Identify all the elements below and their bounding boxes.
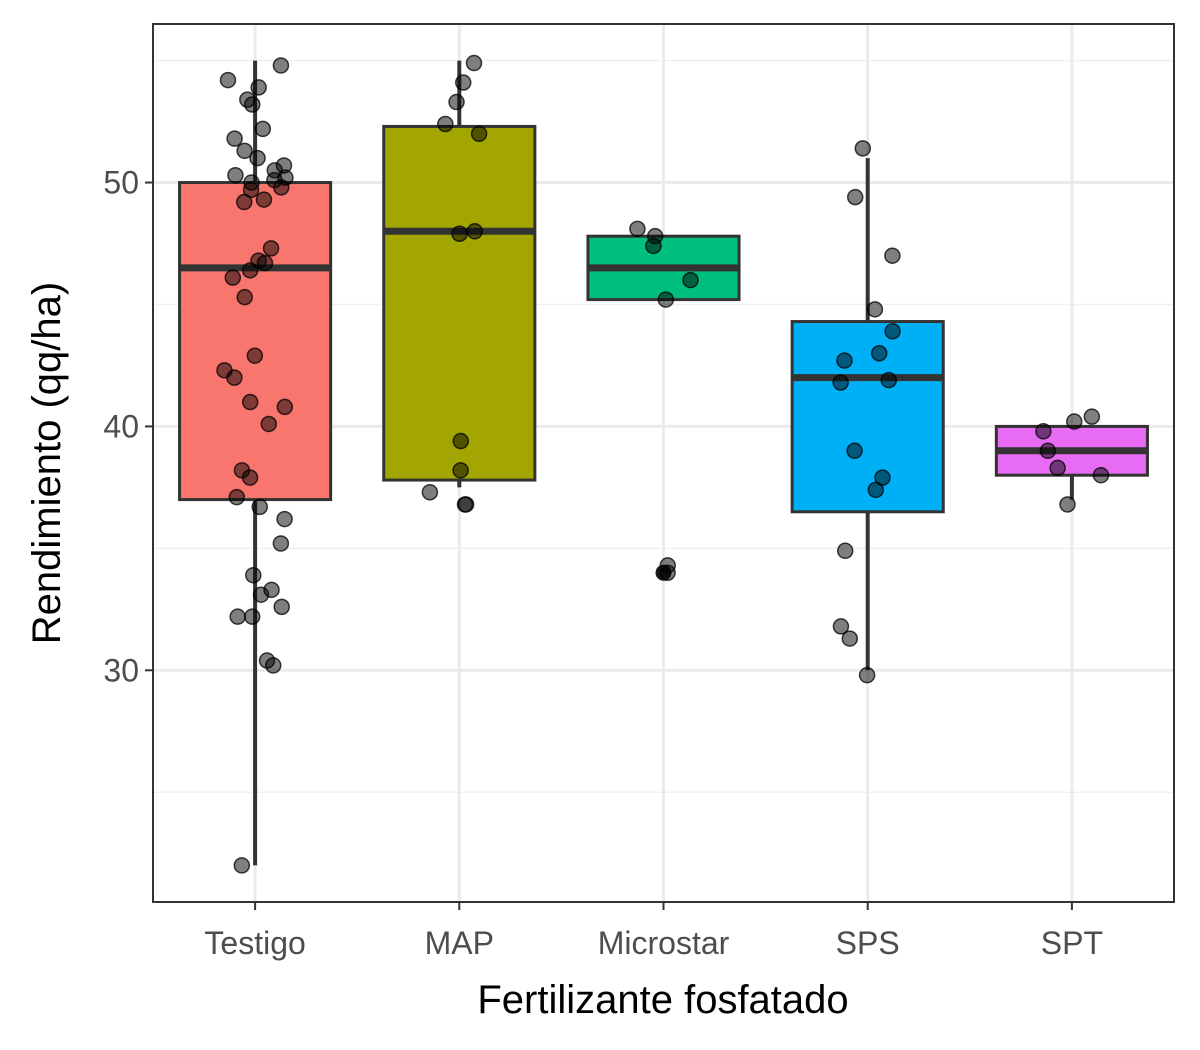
data-point xyxy=(836,542,854,560)
data-point xyxy=(264,657,282,674)
data-point xyxy=(260,415,278,433)
data-point xyxy=(236,142,253,160)
data-point xyxy=(235,193,253,211)
x-tick-label: Microstar xyxy=(598,925,730,961)
data-point xyxy=(841,630,859,647)
data-point xyxy=(272,535,290,552)
data-point xyxy=(241,262,259,279)
data-point xyxy=(858,666,876,684)
data-point xyxy=(233,857,251,874)
data-point xyxy=(219,71,237,89)
y-tick-label: 50 xyxy=(103,165,139,201)
data-point xyxy=(241,469,259,486)
x-tick-label: SPT xyxy=(1041,925,1103,961)
data-point xyxy=(832,374,849,391)
data-point xyxy=(1092,466,1110,484)
data-point xyxy=(256,254,274,272)
data-point xyxy=(262,240,280,257)
data-point xyxy=(451,225,468,242)
data-point xyxy=(244,96,261,113)
x-tick-label: SPS xyxy=(836,925,900,961)
data-point xyxy=(272,57,290,74)
data-point xyxy=(657,291,675,308)
data-point xyxy=(1039,442,1057,460)
data-point xyxy=(870,345,888,362)
data-point xyxy=(1083,408,1101,425)
data-point xyxy=(682,271,699,289)
data-point xyxy=(1035,423,1052,440)
data-point xyxy=(226,130,243,147)
data-point xyxy=(470,125,488,142)
boxes xyxy=(178,60,1149,866)
x-axis-title: Fertilizante fosfatado xyxy=(477,978,848,1022)
data-point xyxy=(1059,496,1076,513)
data-point xyxy=(245,566,262,584)
data-point xyxy=(437,115,454,133)
x-tick-label: MAP xyxy=(425,925,494,961)
data-point xyxy=(1049,459,1066,477)
data-point xyxy=(224,269,242,286)
data-point xyxy=(276,510,293,528)
data-point xyxy=(846,442,863,460)
axes: 30 40 50 Testigo MAP Microstar SPS SPT xyxy=(103,165,1103,961)
box-map xyxy=(382,124,537,482)
data-point xyxy=(466,223,484,240)
box-sps xyxy=(790,320,945,514)
data-point xyxy=(452,462,469,479)
data-point xyxy=(228,488,246,506)
data-point xyxy=(659,564,676,581)
data-point xyxy=(254,120,272,138)
data-point xyxy=(457,496,475,513)
data-point xyxy=(884,323,901,340)
data-point xyxy=(629,220,646,238)
data-point xyxy=(866,301,884,318)
data-point xyxy=(243,608,261,625)
data-point xyxy=(448,93,465,111)
y-tick-label: 40 xyxy=(103,408,139,444)
data-point xyxy=(421,484,439,501)
data-point xyxy=(645,237,662,255)
data-point xyxy=(836,352,853,369)
data-point xyxy=(452,432,469,450)
data-point xyxy=(252,586,270,603)
data-point xyxy=(454,74,472,91)
x-tick-label: Testigo xyxy=(204,925,305,961)
data-point xyxy=(255,191,273,208)
data-point xyxy=(226,369,243,386)
data-point xyxy=(273,179,290,196)
y-axis-title: Rendimiento (qq/ha) xyxy=(25,282,69,644)
data-point xyxy=(249,149,266,167)
data-point xyxy=(1066,413,1083,430)
data-point xyxy=(880,371,898,389)
data-point xyxy=(867,481,885,499)
data-point xyxy=(246,347,264,364)
y-tick-label: 30 xyxy=(103,652,139,688)
data-point xyxy=(229,608,246,625)
data-point xyxy=(276,398,294,416)
data-point xyxy=(854,140,872,157)
data-point xyxy=(250,79,267,96)
data-point xyxy=(227,166,244,184)
data-point xyxy=(832,618,850,635)
data-point xyxy=(884,247,901,264)
data-point xyxy=(242,181,260,199)
box-testigo xyxy=(178,181,333,502)
jitter-points xyxy=(216,54,1110,874)
data-point xyxy=(236,288,253,306)
data-point xyxy=(846,188,864,206)
data-point xyxy=(465,54,483,72)
data-point xyxy=(273,598,290,616)
data-point xyxy=(251,498,269,516)
data-point xyxy=(241,393,259,411)
